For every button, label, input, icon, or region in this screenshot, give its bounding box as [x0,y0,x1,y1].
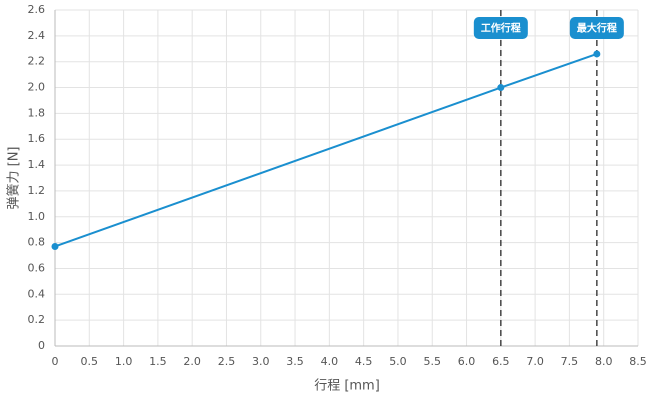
y-tick-label: 2.6 [28,3,46,16]
y-axis-label: 弹簧力 [N] [6,146,22,209]
x-tick-label: 2.0 [183,355,201,368]
annotation-label: 最大行程 [577,22,617,35]
x-tick-label: 3.0 [252,355,270,368]
y-tick-label: 0.6 [28,261,46,274]
annotation-box [569,17,624,39]
x-tick-label: 6.0 [458,355,476,368]
annotation-box [473,17,528,39]
x-tick-label: 4.0 [321,355,339,368]
x-tick-label: 5.5 [423,355,441,368]
annotation-label: 工作行程 [481,22,521,35]
x-tick-label: 6.5 [492,355,510,368]
x-tick-label: 8.0 [595,355,613,368]
y-tick-label: 1.0 [28,210,46,223]
x-tick-label: 8.5 [629,355,647,368]
point [593,50,601,58]
point [497,84,505,92]
x-tick-label: 7.5 [561,355,579,368]
y-tick-label: 1.4 [28,158,46,171]
y-tick-label: 2.2 [28,55,46,68]
line [54,52,598,248]
y-tick-label: 1.8 [28,106,46,119]
y-tick-label: 0 [38,339,45,352]
y-tick-label: 0.2 [28,313,46,326]
x-tick-label: 4.5 [355,355,373,368]
x-tick-label: 0 [52,355,59,368]
x-tick-label: 1.5 [149,355,167,368]
x-tick-label: 2.5 [218,355,236,368]
annotation: 工作行程 [473,17,528,39]
y-tick-label: 0.8 [28,236,46,249]
y-tick-label: 0.4 [28,287,46,300]
y-tick-label: 1.2 [28,184,46,197]
x-axis-label: 行程 [mm] [314,379,380,394]
x-tick-label: 7.0 [526,355,544,368]
x-tick-label: 5.0 [389,355,407,368]
x-tick-label: 1.0 [115,355,133,368]
annotation: 最大行程 [569,17,624,39]
x-tick-label: 3.5 [286,355,304,368]
x-tick-label: 0.5 [81,355,99,368]
y-tick-label: 2.0 [28,81,46,94]
y-tick-label: 2.4 [28,29,46,42]
y-tick-label: 1.6 [28,132,46,145]
point [51,242,59,250]
